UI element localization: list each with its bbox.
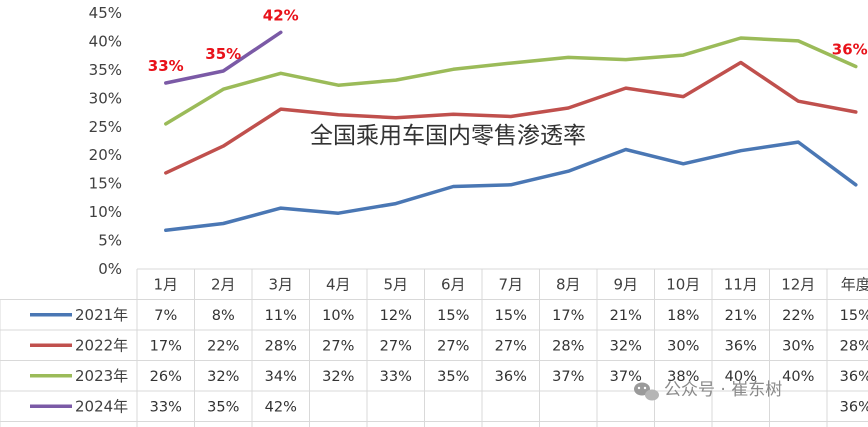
data-annotation: 33% bbox=[148, 57, 184, 75]
table-cell: 7% bbox=[154, 308, 177, 324]
data-annotation: 42% bbox=[263, 6, 299, 24]
y-tick-label: 35% bbox=[89, 61, 122, 79]
table-cell: 21% bbox=[610, 308, 642, 324]
x-tick-label: 2月 bbox=[211, 275, 236, 293]
x-tick-label: 8月 bbox=[556, 275, 581, 293]
x-tick-label: 9月 bbox=[613, 275, 638, 293]
table-cell: 26% bbox=[150, 369, 182, 385]
table-cell: 18% bbox=[667, 308, 699, 324]
x-tick-label: 4月 bbox=[326, 275, 351, 293]
x-tick-label: 10月 bbox=[666, 275, 700, 293]
legend-label: 2022年 bbox=[75, 336, 128, 354]
wechat-icon bbox=[634, 382, 659, 401]
legend-label: 2024年 bbox=[75, 397, 128, 415]
annotations: 33% 35% 42% 36% bbox=[148, 6, 868, 75]
table-cell: 32% bbox=[207, 369, 239, 385]
table-cell: 17% bbox=[150, 338, 182, 354]
table-cell: 37% bbox=[552, 369, 584, 385]
x-tick-label: 11月 bbox=[724, 275, 758, 293]
y-tick-label: 0% bbox=[98, 260, 122, 278]
table-cell: 30% bbox=[667, 338, 699, 354]
table-cell: 33% bbox=[150, 399, 182, 415]
x-tick-label: 1月 bbox=[153, 275, 178, 293]
legend-label: 2023年 bbox=[75, 367, 128, 385]
table-cell: 17% bbox=[552, 308, 584, 324]
table-cell: 36% bbox=[840, 399, 868, 415]
table-cell: 22% bbox=[207, 338, 239, 354]
table-cell: 32% bbox=[610, 338, 642, 354]
table-cell: 37% bbox=[610, 369, 642, 385]
x-tick-label: 年度 bbox=[841, 275, 868, 293]
y-axis-ticks: 45% 40% 35% 30% 25% 20% 15% 10% 5% 0% bbox=[89, 4, 122, 278]
table-cell: 27% bbox=[380, 338, 412, 354]
table-cell: 28% bbox=[840, 338, 868, 354]
table-cell: 15% bbox=[840, 308, 868, 324]
y-tick-label: 20% bbox=[89, 146, 122, 164]
table-cell: 10% bbox=[322, 308, 354, 324]
x-tick-label: 7月 bbox=[498, 275, 523, 293]
y-tick-label: 30% bbox=[89, 89, 122, 107]
table-cell: 38% bbox=[667, 369, 699, 385]
data-annotation: 36% bbox=[832, 40, 868, 58]
data-table-grid bbox=[0, 268, 868, 427]
series-lines bbox=[164, 30, 858, 233]
table-cell: 27% bbox=[495, 338, 527, 354]
y-tick-label: 10% bbox=[89, 203, 122, 221]
table-cell: 34% bbox=[265, 369, 297, 385]
x-tick-label: 3月 bbox=[268, 275, 293, 293]
y-tick-label: 5% bbox=[98, 232, 122, 250]
table-cell: 36% bbox=[495, 369, 527, 385]
series-line-0 bbox=[164, 140, 858, 233]
x-tick-label: 5月 bbox=[383, 275, 408, 293]
legend-rows: 2021年 2022年 2023年 2024年 bbox=[30, 306, 128, 415]
table-cell: 22% bbox=[782, 308, 814, 324]
table-cell: 36% bbox=[725, 338, 757, 354]
table-cell: 28% bbox=[552, 338, 584, 354]
table-cell: 28% bbox=[265, 338, 297, 354]
table-cell: 27% bbox=[437, 338, 469, 354]
data-annotation: 35% bbox=[205, 45, 241, 63]
table-cell: 40% bbox=[782, 369, 814, 385]
watermark: 公众号 · 崔东树 bbox=[634, 380, 782, 401]
series-line-1 bbox=[164, 60, 858, 175]
table-cell: 35% bbox=[437, 369, 469, 385]
table-cell: 15% bbox=[437, 308, 469, 324]
table-cell: 21% bbox=[725, 308, 757, 324]
table-cell: 40% bbox=[725, 369, 757, 385]
table-cell: 36% bbox=[840, 369, 868, 385]
y-tick-label: 25% bbox=[89, 118, 122, 136]
series-line-2 bbox=[164, 36, 858, 126]
table-cell: 32% bbox=[322, 369, 354, 385]
x-tick-label: 12月 bbox=[781, 275, 815, 293]
legend-label: 2021年 bbox=[75, 306, 128, 324]
series-line-3 bbox=[164, 30, 283, 85]
chart-title: 全国乘用车国内零售渗透率 bbox=[310, 123, 586, 149]
data-table-cells: 7% 8% 11% 10% 12% 15% 15% 17% 21% 18% 21% 22% 15% 17%… bbox=[150, 308, 868, 416]
table-cell: 33% bbox=[380, 369, 412, 385]
x-tick-label: 6月 bbox=[441, 275, 466, 293]
table-cell: 8% bbox=[212, 308, 235, 324]
table-cell: 27% bbox=[322, 338, 354, 354]
category-labels: 1月 2月 3月 4月 5月 6月 7月 8月 9月 10月 11月 12月 年度 bbox=[153, 275, 868, 293]
table-cell: 15% bbox=[495, 308, 527, 324]
table-cell: 42% bbox=[265, 399, 297, 415]
watermark-text: 公众号 · 崔东树 bbox=[664, 380, 782, 400]
table-cell: 11% bbox=[265, 308, 297, 324]
y-tick-label: 15% bbox=[89, 175, 122, 193]
table-cell: 30% bbox=[782, 338, 814, 354]
table-cell: 35% bbox=[207, 399, 239, 415]
table-cell: 12% bbox=[380, 308, 412, 324]
y-tick-label: 45% bbox=[89, 4, 122, 22]
y-tick-label: 40% bbox=[89, 32, 122, 50]
